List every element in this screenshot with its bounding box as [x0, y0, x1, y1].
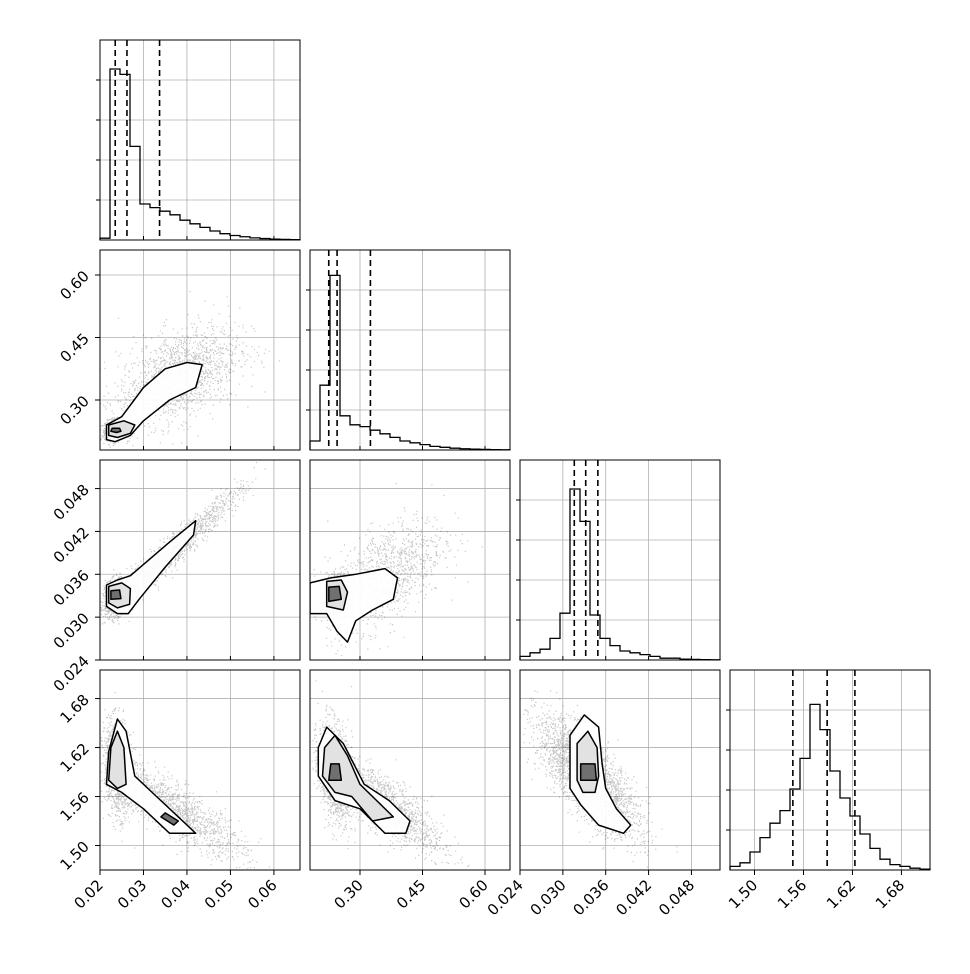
- contour-level-2: [321, 734, 395, 822]
- y-tick-label: 1.62: [56, 740, 92, 776]
- histogram-step: [309, 274, 511, 451]
- panel-border: [729, 669, 931, 871]
- x-tick-label: 0.30: [330, 876, 366, 912]
- panel-border: [309, 249, 511, 451]
- panel-border: [99, 669, 301, 871]
- contour-level-3: [110, 427, 122, 434]
- contour-level-2: [107, 420, 136, 439]
- histogram-panel-3: [516, 459, 721, 661]
- panel-border: [519, 459, 721, 661]
- panel-border: [309, 669, 511, 871]
- contour-level-2: [107, 730, 127, 790]
- scatter-panel-1-2: [99, 249, 301, 451]
- scatter-panel-3-4: [519, 669, 721, 871]
- y-tick-label: 1.68: [56, 691, 92, 727]
- x-tick-label: 0.04: [157, 876, 193, 912]
- y-tick-label: 0.042: [50, 524, 93, 567]
- contour-level-3: [110, 589, 122, 601]
- contour-level-1: [105, 361, 203, 443]
- contour-level-1: [105, 718, 197, 835]
- contour-level-1: [310, 567, 399, 643]
- x-tick-label: 0.036: [569, 876, 612, 919]
- histogram-step: [99, 68, 301, 241]
- scatter-cloud: [310, 680, 470, 868]
- contour-level-3: [579, 763, 598, 781]
- histogram-step: [519, 488, 721, 661]
- scatter-panel-2-3: [309, 459, 511, 661]
- x-tick-label: 1.62: [823, 876, 859, 912]
- x-tick-label: 1.68: [872, 876, 908, 912]
- y-tick-label: 1.56: [56, 789, 92, 825]
- y-tick-label: 0.036: [50, 566, 93, 609]
- x-tick-label: 0.03: [114, 876, 150, 912]
- panel-border: [309, 459, 511, 661]
- histogram-step: [729, 703, 931, 870]
- panel-border: [99, 39, 301, 241]
- scatter-points: [100, 692, 270, 870]
- scatter-panel-2-4: [309, 669, 511, 871]
- y-tick-label: 0.024: [50, 652, 93, 695]
- x-tick-label: 1.56: [774, 876, 810, 912]
- x-tick-label: 1.50: [725, 876, 761, 912]
- y-tick-label: 1.50: [56, 838, 92, 874]
- histogram-panel-2: [306, 249, 511, 451]
- y-tick-label: 0.45: [56, 330, 92, 366]
- panel-border: [99, 249, 301, 451]
- x-tick-label: 0.048: [655, 876, 698, 919]
- contour-level-3: [328, 763, 343, 781]
- histogram-panel-1: [96, 39, 301, 241]
- x-tick-label: 0.042: [612, 876, 655, 919]
- x-tick-label: 0.030: [527, 876, 570, 919]
- scatter-points: [100, 461, 266, 625]
- x-tick-label: 0.45: [393, 876, 429, 912]
- y-tick-label: 0.60: [56, 267, 92, 303]
- scatter-points: [520, 690, 678, 868]
- scatter-points: [310, 680, 470, 868]
- scatter-panel-1-4: [99, 669, 301, 871]
- panel-border: [519, 669, 721, 871]
- y-tick-label: 0.30: [56, 392, 92, 428]
- y-tick-label: 0.030: [50, 609, 93, 652]
- x-tick-label: 0.05: [201, 876, 237, 912]
- x-tick-label: 0.02: [70, 876, 106, 912]
- x-tick-label: 0.024: [484, 876, 527, 919]
- scatter-cloud: [100, 692, 270, 870]
- y-tick-label: 0.048: [50, 481, 93, 524]
- contour-level-3: [328, 585, 343, 603]
- scatter-points: [310, 483, 483, 657]
- scatter-panel-1-3: [99, 459, 301, 661]
- scatter-points: [100, 290, 280, 450]
- x-tick-label: 0.06: [244, 876, 280, 912]
- contour-level-3: [160, 812, 180, 826]
- histogram-panel-4: [726, 669, 931, 871]
- panel-border: [99, 459, 301, 661]
